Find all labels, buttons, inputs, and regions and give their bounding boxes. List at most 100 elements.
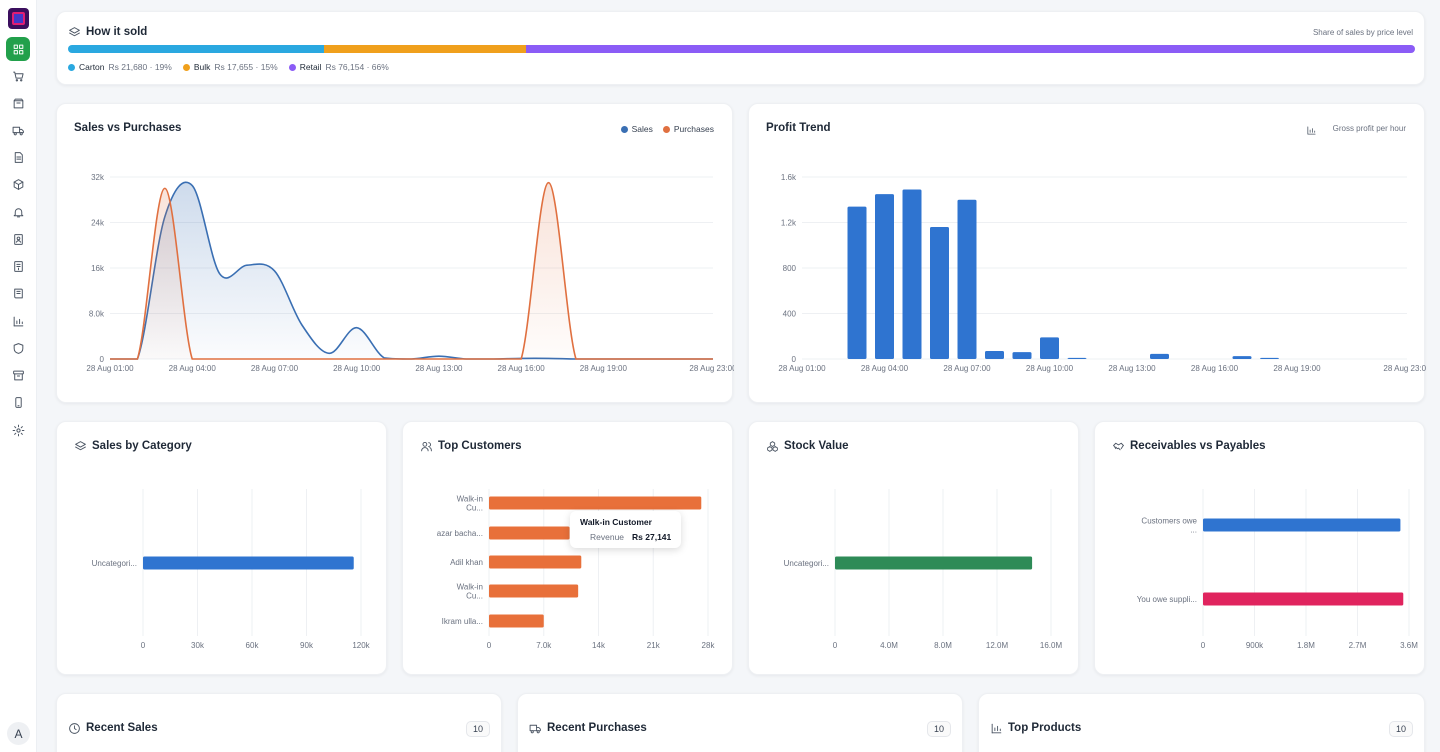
x-tick-label: 28 Aug 13:00 (1108, 364, 1156, 373)
bar[interactable] (489, 555, 582, 569)
receivables-vs-payables-card: Receivables vs Payables 0 900k 1.8M 2.7M 3.6… (1094, 421, 1425, 675)
sidebar-item-contacts[interactable] (6, 227, 30, 251)
bar[interactable] (489, 496, 702, 510)
sales-vs-purchases-legend: Sales Purchases (620, 124, 714, 134)
sidebar-item-shield[interactable] (6, 336, 30, 360)
stock-value-chart: 0 4.0M 8.0M 12.0M 16.0M Uncategori... (784, 489, 1062, 650)
top-products-card: Top Products 10 (978, 693, 1425, 752)
x-tick-label: 28 Aug 10:00 (333, 364, 381, 373)
sidebar-item-document[interactable] (6, 145, 30, 169)
profit-trend-subtitle: Gross profit per hour (1332, 124, 1406, 133)
profit-trend-title: Profit Trend (766, 122, 831, 134)
category-label: Customers owe (1141, 517, 1197, 526)
profit-bar[interactable] (1067, 357, 1087, 359)
layers-icon (68, 26, 81, 39)
series-area-sales (110, 182, 713, 359)
profit-trend-card: Profit Trend Gross profit per hour 0 400 8… (748, 103, 1426, 403)
phone-icon (12, 396, 25, 409)
x-tick-label: 28 Aug 01:00 (86, 364, 134, 373)
sales-vs-purchases-card: Sales vs Purchases Sales Purchases 0 8.0k 1… (56, 103, 734, 403)
stock-value-card: Stock Value 0 4.0M 8.0M 12.0M 16.0M Uncategor… (748, 421, 1079, 675)
x-tick-label: 28 Aug 04:00 (861, 364, 909, 373)
profit-bar[interactable] (1040, 337, 1059, 359)
bar[interactable] (835, 556, 1033, 570)
y-tick-label: 8.0k (89, 310, 105, 319)
profit-bar[interactable] (1232, 356, 1252, 359)
profit-bar[interactable] (847, 206, 867, 359)
sidebar-item-book[interactable] (6, 281, 30, 305)
profit-bar[interactable] (930, 227, 949, 359)
truck-icon (12, 124, 25, 137)
bar[interactable] (489, 614, 544, 628)
boxes-icon (766, 440, 779, 453)
price-level-legend: Carton Rs 21,680 · 19% Bulk Rs 17,655 · 15%… (68, 62, 389, 72)
handshake-icon (1112, 440, 1125, 453)
layers-icon (74, 440, 87, 453)
x-tick-label: 2.7M (1349, 641, 1367, 650)
sidebar-item-grid[interactable] (6, 37, 30, 61)
legend-item-purchases[interactable]: Purchases (662, 124, 714, 134)
x-tick-label: 28 Aug 19:00 (1273, 364, 1321, 373)
x-tick-label: 28 Aug 19:00 (580, 364, 628, 373)
y-tick-label: 1.2k (781, 219, 797, 228)
sidebar-item-receipt[interactable] (6, 254, 30, 278)
truck-icon (529, 722, 542, 735)
bar[interactable] (143, 556, 354, 570)
bar[interactable] (1203, 518, 1401, 532)
x-tick-label: 28 Aug 16:00 (1191, 364, 1239, 373)
sales-by-category-title: Sales by Category (92, 440, 192, 452)
sales-by-category-chart: 0 30k 60k 90k 120k Uncategori... (92, 489, 371, 650)
category-label: ... (1190, 526, 1197, 535)
x-tick-label: 7.0k (536, 641, 552, 650)
sidebar-item-settings[interactable] (6, 418, 30, 442)
profit-bar[interactable] (902, 189, 922, 359)
stock-value-title: Stock Value (784, 440, 849, 452)
y-tick-label: 32k (91, 173, 105, 182)
recent-purchases-card: Recent Purchases 10 (517, 693, 963, 752)
bar[interactable] (489, 526, 570, 540)
x-tick-label: 3.6M (1400, 641, 1418, 650)
sidebar-item-archive[interactable] (6, 363, 30, 387)
logo-mark (12, 12, 25, 25)
cart-icon (12, 70, 25, 83)
recent-purchases-title: Recent Purchases (547, 722, 647, 734)
recent-sales-count: 10 (465, 721, 490, 737)
profit-bar[interactable] (957, 199, 977, 359)
how-it-sold-card: How it sold Share of sales by price leve… (56, 11, 1425, 85)
recent-sales-card: Recent Sales 10 (56, 693, 502, 752)
category-label: You owe suppli... (1137, 595, 1197, 604)
sidebar-item-cube[interactable] (6, 172, 30, 196)
sidebar-item-truck[interactable] (6, 118, 30, 142)
sidebar-item-bar-chart[interactable] (6, 309, 30, 333)
bar[interactable] (489, 584, 579, 598)
split-segment-carton (68, 45, 324, 53)
category-label: Walk-in (457, 583, 483, 592)
sales-vs-purchases-chart: 0 8.0k 16k 24k 32k 28 Aug 01:00 28 Aug 04:00 28… (86, 173, 734, 373)
bar[interactable] (1203, 592, 1404, 606)
sidebar-item-box[interactable] (6, 91, 30, 115)
legend-dot (662, 125, 670, 133)
avatar[interactable]: A (7, 722, 30, 745)
sidebar-item-bell[interactable] (6, 200, 30, 224)
contacts-icon (12, 233, 25, 246)
series-area-purchases (110, 182, 713, 359)
profit-bar[interactable] (1260, 357, 1279, 359)
clock-icon (68, 722, 81, 735)
bar-chart-icon (1306, 123, 1317, 135)
tooltip-label: Revenue (590, 532, 625, 542)
sidebar-item-phone[interactable] (6, 390, 30, 414)
shield-icon (12, 342, 25, 355)
profit-bar[interactable] (985, 351, 1004, 359)
legend-item-sales[interactable]: Sales (620, 124, 653, 134)
profit-bar[interactable] (875, 194, 894, 359)
x-tick-label: 0 (141, 641, 146, 650)
legend-dot (288, 63, 296, 71)
app-logo[interactable] (8, 8, 29, 29)
profit-bar[interactable] (1150, 353, 1169, 359)
sidebar-item-cart[interactable] (6, 64, 30, 88)
profit-trend-chart: 0 400 800 1.2k 1.6k 28 Aug 01:00 28 Aug 04:00 2… (778, 173, 1426, 373)
recent-purchases-count: 10 (926, 721, 951, 737)
profit-bar[interactable] (1012, 352, 1032, 359)
series-line-purchases[interactable] (110, 181, 713, 360)
legend-label: Purchases (673, 124, 714, 134)
